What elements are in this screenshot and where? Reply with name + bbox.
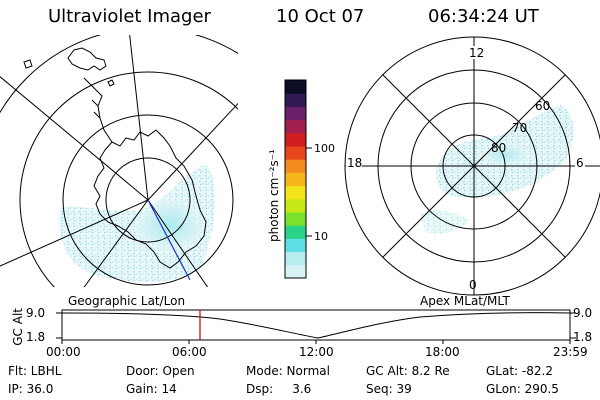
mlt-label-0: 0 <box>469 278 477 292</box>
mlat-label-70: 70 <box>512 121 527 135</box>
colorbar-tick-label-100: 100 <box>314 142 335 155</box>
emission-core-right <box>479 143 531 167</box>
lon-line <box>0 76 149 201</box>
mlt-label-18: 18 <box>347 156 362 170</box>
mlt-label-6: 6 <box>576 156 584 170</box>
mlt-label-12: 12 <box>469 46 484 60</box>
y-min-label: 1.8 <box>26 330 46 344</box>
colorbar-segment <box>285 159 306 173</box>
glat-info: GLat: -82.2 <box>486 364 553 378</box>
lat-circle <box>105 157 191 243</box>
antarctica-coastline <box>93 129 207 269</box>
mlat-label-80: 80 <box>491 141 506 155</box>
colorbar-frame <box>284 79 307 279</box>
time-tick-label: 23:59 <box>553 345 588 359</box>
timeline-axis-label: GC Alt <box>11 308 25 346</box>
time-tick-label: 06:00 <box>172 345 207 359</box>
south-america-coast <box>67 47 107 71</box>
island-outlines <box>23 59 115 87</box>
altitude-curve <box>61 312 571 339</box>
right-panel-caption: Apex MLat/MLT <box>420 294 510 308</box>
geographic-map <box>0 35 238 287</box>
door-info: Door: Open <box>126 364 195 378</box>
colorbar-segment <box>285 251 306 266</box>
colorbar-segment <box>285 172 306 187</box>
lon-line <box>147 102 238 201</box>
axis-label-alt: Alt <box>11 308 25 325</box>
glon-info: GLon: 290.5 <box>486 382 559 396</box>
colorbar-segment <box>285 119 306 134</box>
antarctic-peninsula <box>83 77 113 143</box>
colorbar-unit-label: photon cm⁻²s⁻¹ <box>267 149 281 242</box>
observation-time: 06:34:24 UT <box>428 6 539 27</box>
colorbar-segment <box>285 80 306 94</box>
mode-info: Mode: Normal <box>246 364 330 378</box>
seq-info: Seq: 39 <box>366 382 412 396</box>
label-bg <box>468 46 483 59</box>
lon-line <box>83 199 149 287</box>
time-tick-label: 12:00 <box>299 345 334 359</box>
colorbar: 100 10 photon cm⁻²s⁻¹ <box>267 79 335 279</box>
mlat-label-60: 60 <box>535 99 550 113</box>
lon-line <box>0 199 149 267</box>
lat-circle <box>19 71 238 287</box>
lon-line <box>147 199 209 287</box>
ip-info: IP: 36.0 <box>8 382 54 396</box>
image-title: Ultraviolet Imager <box>48 6 211 27</box>
colorbar-segment <box>285 93 306 107</box>
y-min-label-right: 1.8 <box>573 330 593 344</box>
time-axis-ticks <box>61 340 571 344</box>
gain-info: Gain: 14 <box>126 382 177 396</box>
colorbar-segment <box>285 238 306 253</box>
satellite-track <box>147 199 191 281</box>
label-bg <box>346 156 362 169</box>
mlt-line-diagonal <box>382 74 566 258</box>
time-tick-label: 00:00 <box>46 345 81 359</box>
timeline-frame <box>61 309 571 341</box>
colorbar-segment <box>285 198 306 213</box>
colorbar-tick-label-10: 10 <box>314 230 328 243</box>
colorbar-segment <box>285 106 306 121</box>
colorbar-segment <box>285 132 306 147</box>
colorbar-segment <box>285 185 306 200</box>
axis-label-gc: GC <box>11 328 25 346</box>
filter-info: Flt: LBHL <box>8 364 62 378</box>
magnetic-polar-plot: 12 18 6 0 80 70 60 <box>344 36 600 296</box>
y-max-label: 9.0 <box>26 306 46 320</box>
colorbar-segment <box>285 146 306 160</box>
observation-date: 10 Oct 07 <box>276 6 365 27</box>
time-tick-label: 18:00 <box>425 345 460 359</box>
colorbar-segment <box>285 225 306 239</box>
left-panel-caption: Geographic Lat/Lon <box>68 294 186 308</box>
colorbar-segment <box>285 212 306 226</box>
lat-circle <box>62 114 234 286</box>
dsp-info: Dsp: 3.6 <box>246 382 312 396</box>
y-max-label-right: 9.0 <box>573 306 593 320</box>
gc-alt-info: GC Alt: 8.2 Re <box>366 364 450 378</box>
orbit-altitude-timeline <box>56 309 576 344</box>
lon-line <box>129 35 149 201</box>
label-bg <box>575 156 585 169</box>
colorbar-segment <box>285 264 306 279</box>
